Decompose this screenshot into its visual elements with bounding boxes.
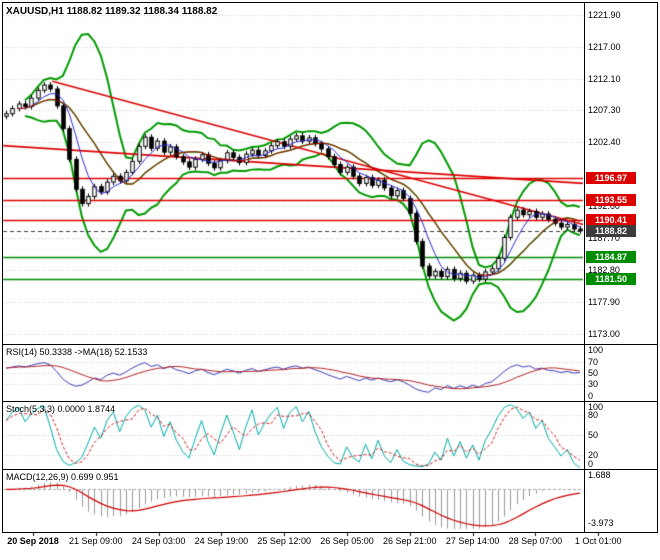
price-level-badge: 1193.55 [586,194,636,207]
time-label: 25 Sep 12:00 [257,536,311,546]
macd-label: MACD(12,26,9) 0.699 0.951 [6,472,119,482]
time-label: 20 Sep 2018 [7,536,59,546]
price-level-badge: 1181.50 [586,272,636,285]
stoch-tick-label: 100 [588,402,604,412]
price-tick-label: 1177.90 [588,296,620,307]
panel-separator[interactable] [3,344,657,345]
price-tick-label: 1202.40 [588,137,621,148]
time-label: 24 Sep 03:00 [131,536,186,546]
time-label: 24 Sep 19:00 [194,536,249,546]
rsi-tick-label: 70 [588,356,599,367]
macd-tick-label: 1.688 [588,470,611,481]
price-tick-label: 1212.10 [588,74,621,85]
price-tick-label: 1192.60 [588,201,620,212]
price-level-badge: 1196.97 [586,171,636,184]
time-label: 1 Oct 01:00 [574,536,622,546]
price-tick-label: 1217.00 [588,42,621,53]
rsi-tick-label: 0 [588,391,594,401]
time-label: 26 Sep 21:00 [383,536,437,546]
time-label: 26 Sep 05:00 [320,536,374,546]
rsi-tick-label: 100 [588,345,604,355]
price-tick-label: 1187.70 [588,233,620,244]
stoch-tick-label: 0 [588,459,594,469]
time-label: 21 Sep 09:00 [69,536,123,546]
symbol-ohlc-title: XAUUSD,H1 1188.82 1189.32 1188.34 1188.8… [6,6,218,17]
price-level-badge: 1190.41 [586,214,636,227]
price-tick-label: 1173.00 [588,328,620,339]
stoch-tick-label: 20 [588,449,599,460]
panel-separator[interactable] [3,469,657,470]
price-tick-label: 1182.80 [588,265,620,276]
axis-separator [584,3,585,532]
rsi-tick-label: 50 [588,367,599,378]
price-level-badge: 1184.87 [586,250,636,263]
rsi-tick-label: 30 [588,378,599,389]
rsi-label: RSI(14) 50.3338 ->MA(18) 52.1533 [6,347,148,357]
stoch-label: Stoch(5,3,3) 0.0000 1.8744 [6,404,116,414]
price-tick-label: 1221.90 [588,10,621,21]
chart-frame [2,2,658,533]
stoch-tick-label: 50 [588,430,599,440]
macd-tick-label: -3.973 [588,517,614,528]
price-tick-label: 1207.30 [588,105,621,116]
panel-separator[interactable] [3,401,657,402]
price-level-badge: 1188.82 [586,224,636,237]
stoch-tick-label: 80 [588,410,599,421]
time-label: 28 Sep 07:00 [508,536,563,546]
time-label: 27 Sep 14:00 [445,536,500,546]
